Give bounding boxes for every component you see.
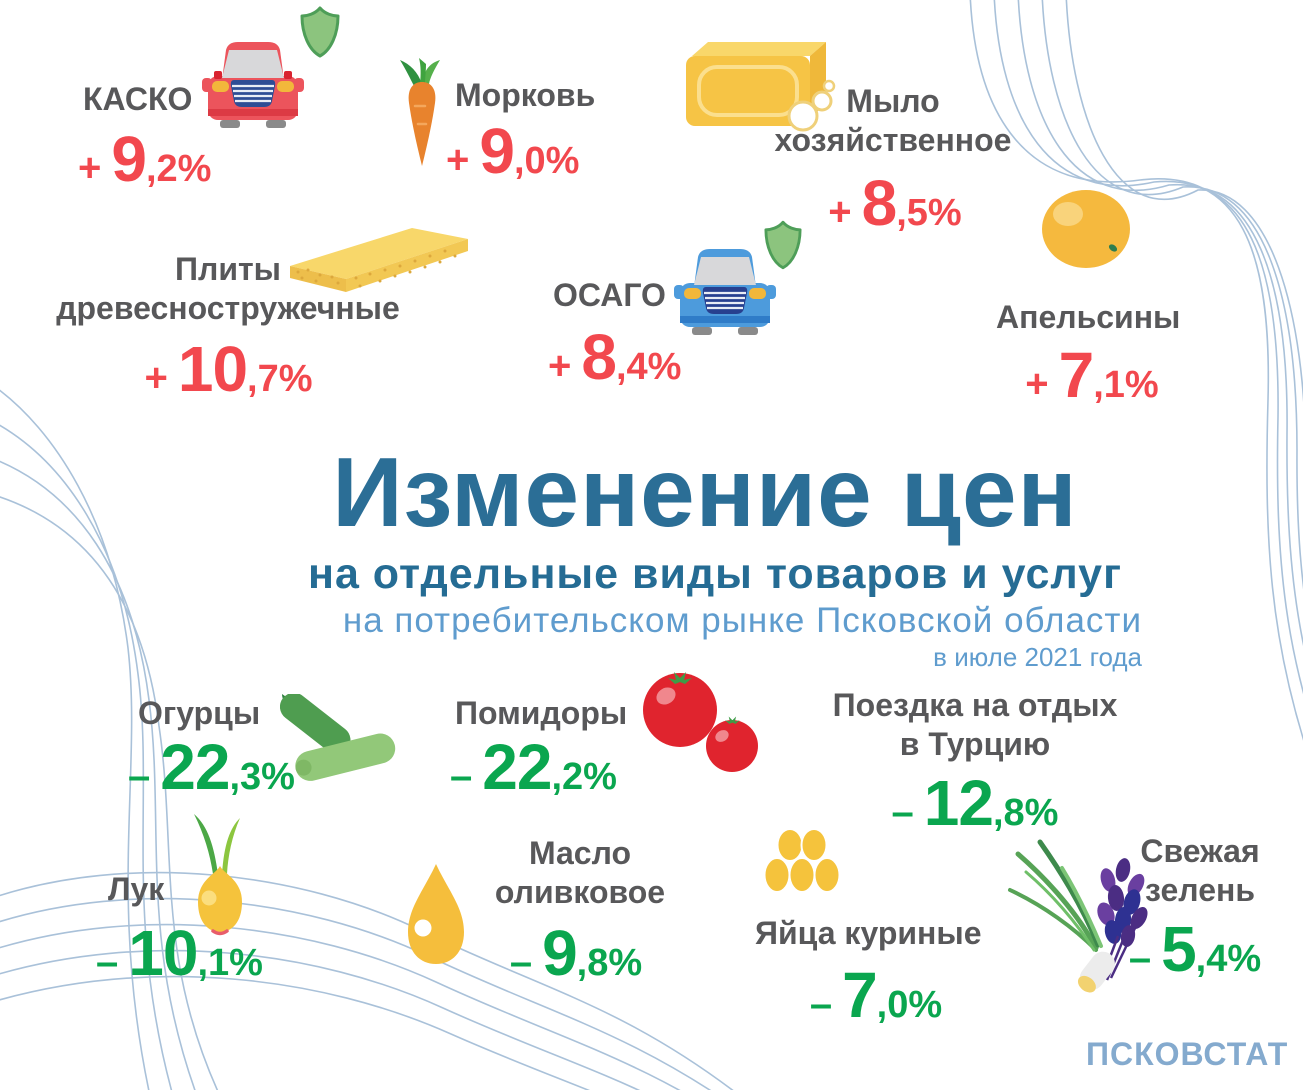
eggs-value: – 7 ,0% <box>786 958 966 1032</box>
boards-frac: ,7% <box>247 358 313 400</box>
kasko-int: 9 <box>111 123 147 195</box>
olive-oil-label-line1: Масло <box>528 835 632 871</box>
onion-int: 10 <box>128 917 198 989</box>
carrot-value: + 9 ,0% <box>446 114 616 188</box>
cucumbers-frac: ,3% <box>229 756 295 798</box>
page-subtitle-market: на потребительском рынке Псковской облас… <box>342 601 1142 640</box>
eggs-label: Яйца куриные <box>755 915 982 951</box>
boards-label-line2: древесностружечные <box>56 290 400 327</box>
orange-icon <box>1042 190 1130 268</box>
page-subtitle: на отдельные виды товаров и услуг <box>307 550 1123 598</box>
kasko-frac: ,2% <box>145 148 212 190</box>
tomatoes-int: 22 <box>482 731 552 803</box>
osago-frac: ,4% <box>615 346 682 388</box>
red-car-icon <box>202 42 304 128</box>
shield-icon <box>764 220 802 270</box>
cucumbers-int: 22 <box>160 731 230 803</box>
soap-label-line1: Мыло <box>846 83 940 119</box>
soap-label: Мыло хозяйственное <box>762 82 1024 160</box>
oranges-label: Апельсины <box>996 299 1181 335</box>
osago-sign: + <box>548 344 572 388</box>
greens-label-line2: зелень <box>1145 872 1255 909</box>
soap-int: 8 <box>861 167 898 239</box>
boards-sign: + <box>144 356 168 400</box>
olive-oil-frac: ,8% <box>576 942 643 984</box>
eggs-icon <box>763 828 841 893</box>
greens-frac: ,4% <box>1195 938 1262 980</box>
olive-oil-label-line2: оливковое <box>494 874 666 911</box>
greens-label: Свежая зелень <box>1122 832 1278 910</box>
turkey-label-line1: Поездка на отдых <box>832 687 1118 723</box>
kasko-label: КАСКО <box>83 81 193 117</box>
onion-label: Лук <box>108 871 165 907</box>
soap-bar-icon <box>686 42 836 132</box>
tomatoes-label: Помидоры <box>455 695 628 731</box>
turkey-sign: – <box>891 790 914 834</box>
oranges-sign: + <box>1025 362 1049 406</box>
greens-label-line1: Свежая <box>1140 833 1260 869</box>
turkey-value: – 12 ,8% <box>870 766 1080 840</box>
shield-icon <box>300 6 340 58</box>
greens-sign: – <box>1128 936 1152 980</box>
osago-int: 8 <box>581 321 617 393</box>
chipboard-icon <box>290 228 468 292</box>
boards-label-line1: Плиты <box>175 251 281 287</box>
carrot-label: Морковь <box>455 77 596 113</box>
cucumbers-icon <box>280 694 396 781</box>
page-period: в июле 2021 года <box>933 642 1142 672</box>
soap-label-line2: хозяйственное <box>774 122 1012 159</box>
boards-int: 10 <box>177 333 248 405</box>
cucumbers-sign: – <box>128 754 151 798</box>
brand-pskovstat: ПСКОВСТАТ <box>1086 1036 1289 1072</box>
turkey-label: Поездка на отдых в Турцию <box>808 686 1142 764</box>
eggs-sign: – <box>809 982 833 1026</box>
greens-bouquet-icon <box>1008 839 1148 993</box>
onion-frac: ,1% <box>197 942 263 984</box>
onion-value: – 10 ,1% <box>96 916 301 990</box>
soap-value: + 8 ,5% <box>810 166 980 240</box>
onion-icon <box>194 814 242 936</box>
carrot-sign: + <box>446 138 470 182</box>
osago-label: ОСАГО <box>553 277 666 313</box>
cucumbers-label: Огурцы <box>138 695 261 731</box>
tomatoes-value: – 22 ,2% <box>450 730 640 804</box>
greens-int: 5 <box>1161 913 1197 985</box>
onion-sign: – <box>96 940 119 984</box>
turkey-frac: ,8% <box>992 792 1059 834</box>
soap-frac: ,5% <box>896 192 962 234</box>
kasko-sign: + <box>78 146 102 190</box>
oranges-value: + 7 ,1% <box>1012 338 1172 412</box>
oil-drop-icon <box>408 864 464 964</box>
olive-oil-value: – 9 ,8% <box>486 916 666 990</box>
turkey-label-line2: в Турцию <box>899 726 1051 763</box>
kasko-value: + 9 ,2% <box>78 122 258 196</box>
page-title: Изменение цен <box>332 437 1078 547</box>
oranges-frac: ,1% <box>1093 364 1159 406</box>
carrot-frac: ,0% <box>513 140 580 182</box>
boards-label: Плиты древесностружечные <box>36 250 420 328</box>
eggs-frac: ,0% <box>876 984 943 1026</box>
greens-value: – 5 ,4% <box>1112 912 1278 986</box>
olive-oil-int: 9 <box>542 917 578 989</box>
olive-oil-sign: – <box>509 940 533 984</box>
soap-sign: + <box>828 190 852 234</box>
cucumbers-value: – 22 ,3% <box>128 730 328 804</box>
osago-value: + 8 ,4% <box>548 320 728 394</box>
boards-value: + 10 ,7% <box>126 332 331 406</box>
carrot-icon <box>400 58 440 166</box>
carrot-int: 9 <box>479 115 515 187</box>
tomatoes-icon <box>643 672 758 772</box>
oranges-int: 7 <box>1058 339 1095 411</box>
turkey-int: 12 <box>923 767 994 839</box>
blue-car-icon <box>674 249 776 335</box>
tomatoes-sign: – <box>450 754 473 798</box>
olive-oil-label: Масло оливковое <box>452 834 708 912</box>
tomatoes-frac: ,2% <box>551 756 617 798</box>
eggs-int: 7 <box>842 959 878 1031</box>
